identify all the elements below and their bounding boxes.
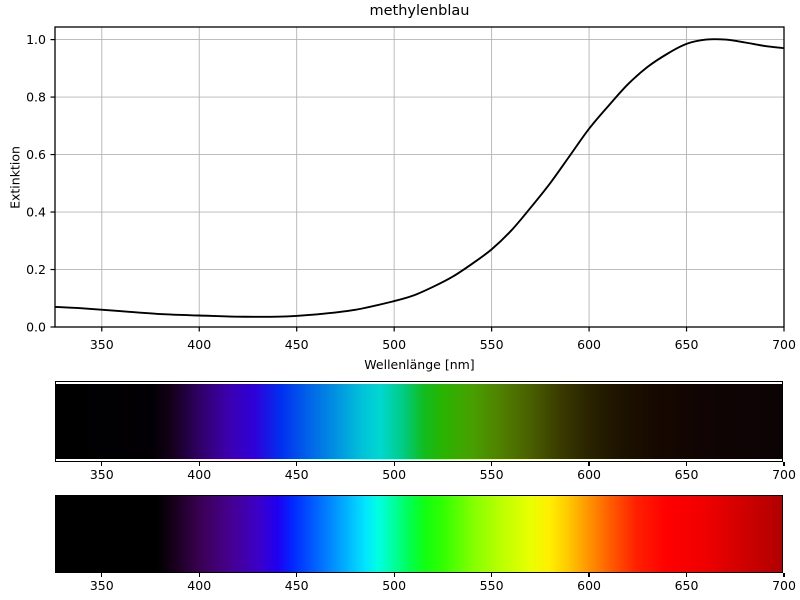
strip-tick-label: 700 [772, 578, 796, 593]
y-tick-label: 0.8 [26, 89, 46, 104]
strip-tick-label: 500 [382, 467, 407, 482]
strip-tick-mark [491, 573, 493, 577]
x-tick-label: 650 [675, 337, 699, 352]
strip-tick-mark [393, 462, 395, 466]
x-tick-label: 500 [382, 337, 406, 352]
y-axis-label: Extinktion [7, 146, 23, 209]
strip-tick-label: 650 [674, 578, 699, 593]
strip-tick-mark [588, 462, 590, 466]
strip-tick-label: 450 [284, 578, 309, 593]
strip-tick-mark [101, 573, 103, 577]
strip-tick-label: 450 [284, 467, 309, 482]
strip-tick-mark [296, 573, 298, 577]
x-tick-label: 400 [187, 337, 211, 352]
y-tick-label: 1.0 [26, 32, 46, 47]
strip-tick-label: 500 [382, 578, 407, 593]
x-tick-label: 550 [480, 337, 504, 352]
transmitted-spectrum-gradient [56, 384, 782, 459]
strip-tick-mark [783, 573, 785, 577]
y-tick-label: 0.6 [26, 147, 46, 162]
strip-tick-mark [491, 462, 493, 466]
chart-title: methylenblau [369, 3, 470, 19]
full-spectrum-gradient [56, 496, 782, 572]
strip-tick-label: 400 [187, 578, 212, 593]
x-tick-label: 600 [577, 337, 601, 352]
strip-tick-mark [685, 573, 688, 577]
strip-tick-mark [198, 462, 200, 466]
plot-frame [54, 26, 785, 328]
x-axis-label: Wellenlänge [nm] [364, 357, 475, 372]
x-tick-label: 350 [90, 337, 114, 352]
strip-tick-mark [685, 462, 688, 466]
x-tick-label: 700 [772, 337, 796, 352]
y-tick-label: 0.0 [26, 319, 46, 334]
strip-tick-mark [588, 573, 590, 577]
strip-tick-label: 550 [479, 467, 504, 482]
strip-tick-mark [393, 573, 395, 577]
strip-tick-label: 600 [577, 578, 602, 593]
strip-tick-mark [783, 462, 785, 466]
strip-tick-label: 650 [674, 467, 699, 482]
strip-tick-label: 400 [187, 467, 212, 482]
strip-tick-label: 350 [89, 467, 114, 482]
full-spectrum-strip [55, 495, 783, 573]
absorption-curve [54, 38, 785, 318]
strip-tick-label: 550 [479, 578, 504, 593]
y-tick-label: 0.4 [26, 204, 46, 219]
strip-tick-mark [296, 462, 298, 466]
x-tick-label: 450 [285, 337, 309, 352]
strip-tick-mark [101, 462, 103, 466]
strip-tick-mark [198, 573, 200, 577]
strip-tick-label: 600 [577, 467, 602, 482]
y-tick-label: 0.2 [26, 262, 46, 277]
strip-tick-label: 350 [89, 578, 114, 593]
strip-tick-label: 700 [772, 467, 796, 482]
absorption-chart: 350 400 450 500 550 600 650 700 0.0 0.2 0.4 0.6 0.8 1… [26, 26, 796, 352]
transmitted-spectrum-strip [55, 381, 783, 462]
